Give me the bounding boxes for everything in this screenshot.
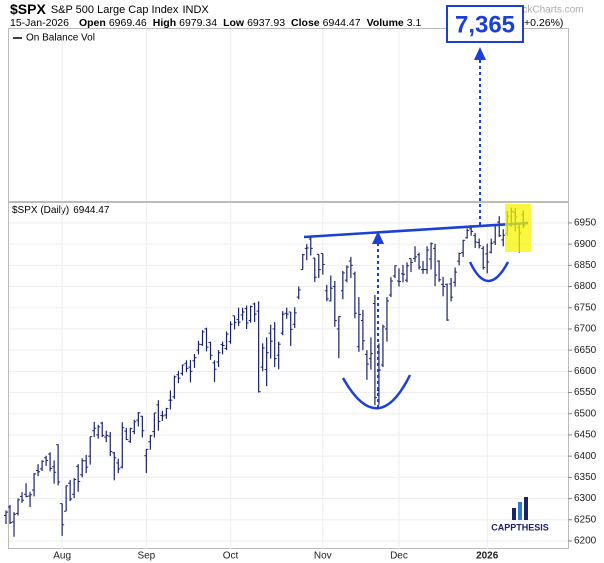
- y-tick-label: 6300: [574, 493, 597, 504]
- y-tick-label: 6350: [574, 472, 597, 483]
- logo-bar: [524, 497, 528, 520]
- x-tick-label: Aug: [53, 551, 71, 562]
- header-line-1: $SPX S&P 500 Large Cap Index INDX: [10, 1, 209, 17]
- target-label: 7,365: [455, 11, 515, 38]
- target-box: [446, 5, 524, 43]
- arrow-head: [474, 47, 486, 60]
- change: +0.26%): [524, 17, 563, 29]
- quote-label: Low: [223, 17, 245, 29]
- y-tick-label: 6550: [574, 387, 597, 398]
- logo-bar: [512, 508, 516, 520]
- y-tick-label: 6700: [574, 324, 597, 335]
- y-tick-label: 6800: [574, 281, 597, 292]
- series-last: 6944.47: [73, 205, 110, 216]
- quote-label: Volume: [367, 17, 404, 29]
- price-panel: [8, 202, 569, 549]
- date: 15-Jan-2026: [10, 17, 69, 29]
- y-tick-label: 6500: [574, 408, 597, 419]
- legend-label: On Balance Vol: [26, 33, 95, 44]
- quote-value: 3.1: [407, 17, 422, 29]
- quote-value: 6944.47: [323, 17, 361, 29]
- neckline: [303, 221, 529, 239]
- quote-label: High: [153, 17, 176, 29]
- x-tick-label: Sep: [137, 551, 155, 562]
- quote-value: 6979.34: [179, 17, 217, 29]
- quote-label: Open: [79, 17, 106, 29]
- price-label: $SPX (Daily) 6944.47: [12, 205, 110, 216]
- y-tick-label: 6650: [574, 345, 597, 356]
- index-name: S&P 500 Large Cap Index: [51, 4, 179, 16]
- y-tick-label: 6750: [574, 302, 597, 313]
- y-tick-label: 6400: [574, 451, 597, 462]
- series-name: $SPX (Daily): [12, 205, 69, 216]
- y-tick-label: 6450: [574, 430, 597, 441]
- y-tick-label: 6250: [574, 514, 597, 525]
- x-tick-label: Oct: [223, 551, 239, 562]
- quote-value: 6969.46: [109, 17, 147, 29]
- highlight-box: [505, 204, 531, 252]
- y-tick-label: 6600: [574, 366, 597, 377]
- arrow-head: [372, 231, 384, 244]
- indicator-panel: [8, 28, 569, 202]
- y-tick-label: 6850: [574, 260, 597, 271]
- x-tick-label: Nov: [314, 551, 332, 562]
- x-tick-label: 2026: [476, 551, 499, 562]
- logo: CAPPTHESIS: [491, 497, 549, 532]
- logo-bar: [518, 502, 522, 520]
- y-tick-label: 6900: [574, 239, 597, 250]
- logo-text: CAPPTHESIS: [491, 522, 549, 532]
- x-tick-label: Dec: [390, 551, 408, 562]
- y-tick-label: 6950: [574, 218, 597, 229]
- cup-curve: [468, 261, 510, 283]
- quote-value: 6937.93: [247, 17, 285, 29]
- plot: 6200 6250 6300 6350 6400 6450 6500 6550 6600 6650…: [4, 29, 597, 562]
- symbol: $SPX: [10, 1, 46, 17]
- y-tick-label: 6200: [574, 536, 597, 547]
- watermark: ©StockCharts.com: [500, 5, 584, 16]
- quote-label: Close: [291, 17, 320, 29]
- header-line-2: 15-Jan-2026 Open 6969.46 High 6979.34 Low 6937…: [10, 17, 422, 29]
- exchange: INDX: [182, 4, 209, 16]
